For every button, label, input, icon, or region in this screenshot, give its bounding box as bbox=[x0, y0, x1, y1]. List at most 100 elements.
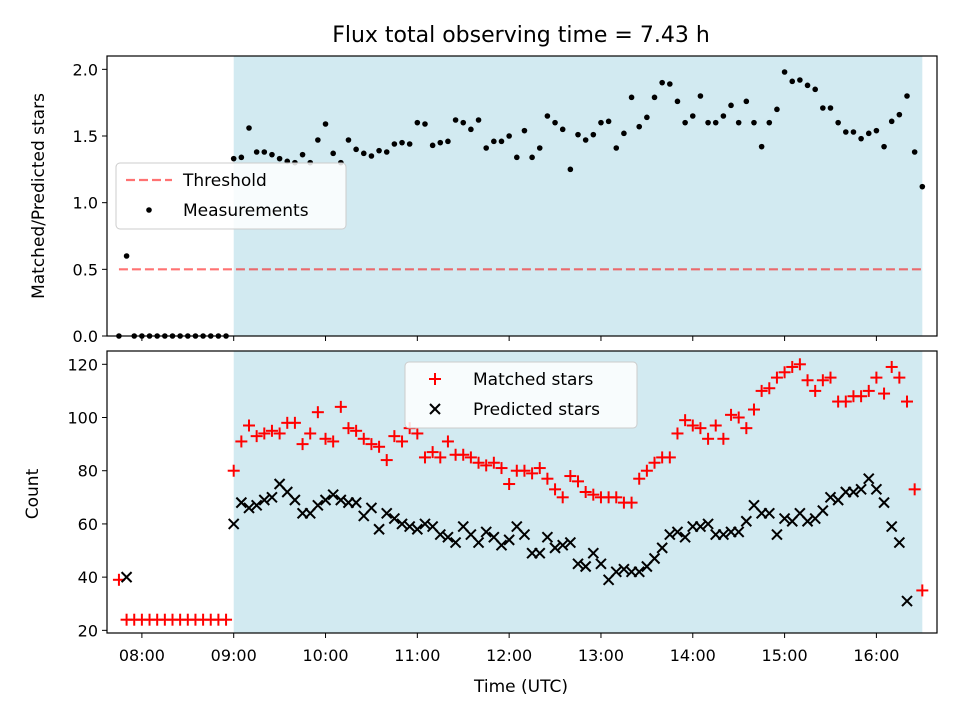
predicted-mark-b bbox=[694, 520, 707, 533]
measurement-point bbox=[919, 183, 926, 190]
top-panel: 0.00.51.01.52.0 Matched/Predicted stars … bbox=[29, 55, 938, 346]
measurement-point bbox=[774, 106, 780, 113]
measurement-point bbox=[590, 131, 597, 138]
measurement-point bbox=[414, 119, 421, 126]
measurement-point bbox=[506, 133, 512, 139]
measurement-point bbox=[529, 154, 535, 161]
predicted-star-point bbox=[732, 526, 745, 538]
predicted-star-point bbox=[541, 531, 554, 543]
measurement-point bbox=[812, 86, 818, 93]
measurement-point bbox=[491, 138, 497, 145]
measurement-point bbox=[896, 111, 903, 118]
predicted-star-point bbox=[893, 536, 906, 549]
matched-star-point bbox=[640, 464, 653, 477]
predicted-mark-b bbox=[778, 512, 791, 525]
matched-star-point bbox=[694, 422, 707, 435]
predicted-mark-b bbox=[480, 526, 492, 538]
predicted-star-point bbox=[587, 547, 600, 559]
matched-star-point bbox=[472, 456, 485, 469]
top-y-tick-label: 1.5 bbox=[73, 127, 98, 146]
measurement-point bbox=[315, 137, 321, 143]
predicted-mark-b bbox=[449, 536, 462, 549]
measurement-point bbox=[544, 113, 551, 119]
predicted-star-point bbox=[411, 523, 424, 535]
matched-star-point bbox=[893, 371, 906, 384]
measurement-point bbox=[498, 138, 505, 145]
predicted-mark-b bbox=[243, 502, 255, 514]
matched-star-point bbox=[457, 448, 470, 461]
predicted-mark-b bbox=[281, 486, 293, 498]
matched-star-point bbox=[878, 387, 891, 400]
matched-star-point bbox=[480, 459, 493, 472]
matched-star-point bbox=[648, 456, 661, 469]
matched-star-point bbox=[916, 584, 929, 597]
x-tick-label: 10:00 bbox=[302, 646, 348, 665]
measurement-point bbox=[651, 94, 658, 101]
predicted-mark-b bbox=[870, 483, 883, 496]
predicted-star-point bbox=[564, 536, 577, 549]
matched-stars-points bbox=[112, 358, 929, 626]
matched-star-point bbox=[273, 427, 286, 440]
predicted-star-point bbox=[503, 534, 515, 546]
top-y-tick-label: 0.0 bbox=[73, 327, 98, 346]
legend-predicted-swatch bbox=[429, 403, 441, 415]
bottom-y-axis-label: Count bbox=[23, 468, 43, 519]
bottom-y-tick-label: 80 bbox=[78, 462, 98, 481]
measurement-point bbox=[582, 137, 589, 143]
predicted-mark-b bbox=[426, 520, 439, 533]
predicted-star-point bbox=[403, 520, 416, 533]
measurement-point bbox=[460, 119, 467, 126]
matched-star-point bbox=[740, 422, 753, 435]
predicted-mark-b bbox=[273, 478, 286, 490]
predicted-mark-b bbox=[702, 518, 714, 530]
measurement-point bbox=[445, 138, 451, 145]
bottom-y-tick-label: 20 bbox=[78, 621, 98, 640]
predicted-mark-b bbox=[503, 534, 515, 546]
matched-star-point bbox=[778, 366, 791, 379]
top-plot-frame bbox=[106, 55, 938, 337]
measurement-point bbox=[123, 253, 130, 259]
matched-star-point bbox=[702, 432, 715, 445]
matched-star-point bbox=[686, 419, 699, 432]
top-y-axis-ticks: 0.0 0.5 1.0 1.5 2.0 bbox=[73, 60, 107, 346]
predicted-mark-b bbox=[824, 491, 837, 504]
measurement-point bbox=[330, 150, 336, 157]
legend-threshold-label: Threshold bbox=[182, 171, 267, 191]
matched-star-point bbox=[235, 435, 248, 448]
predicted-star-point bbox=[266, 491, 278, 504]
measurement-point bbox=[353, 146, 359, 153]
measurement-point bbox=[598, 119, 604, 126]
measurement-point bbox=[452, 117, 459, 123]
matched-star-point bbox=[396, 435, 409, 448]
predicted-mark-b bbox=[327, 488, 339, 501]
matched-star-point bbox=[487, 456, 500, 469]
measurement-point bbox=[873, 127, 880, 134]
predicted-star-point bbox=[824, 491, 837, 504]
measurement-point bbox=[422, 121, 428, 127]
measurement-point bbox=[628, 94, 635, 101]
measurement-point bbox=[904, 93, 910, 99]
measurement-point bbox=[712, 119, 719, 126]
predicted-mark-b bbox=[664, 528, 676, 541]
measurement-point bbox=[728, 102, 734, 109]
predicted-mark-b bbox=[740, 515, 753, 527]
predicted-mark-b bbox=[817, 504, 829, 517]
predicted-stars-points bbox=[120, 472, 913, 607]
x-tick-label: 13:00 bbox=[578, 646, 624, 665]
predicted-star-point bbox=[480, 526, 492, 538]
measurement-point bbox=[720, 113, 727, 119]
predicted-star-point bbox=[388, 512, 401, 525]
matched-star-point bbox=[862, 384, 875, 397]
measurement-point bbox=[674, 98, 681, 105]
bottom-y-tick-label: 40 bbox=[78, 568, 98, 587]
predicted-mark-b bbox=[885, 520, 898, 533]
predicted-mark-b bbox=[403, 520, 416, 533]
matched-star-point bbox=[265, 424, 278, 437]
predicted-star-point bbox=[327, 488, 339, 501]
predicted-mark-b bbox=[465, 528, 477, 541]
predicted-mark-b bbox=[610, 566, 622, 578]
measurement-point bbox=[743, 98, 750, 105]
matched-star-point bbox=[304, 427, 317, 440]
predicted-star-point bbox=[595, 558, 607, 570]
predicted-star-point bbox=[878, 496, 890, 509]
